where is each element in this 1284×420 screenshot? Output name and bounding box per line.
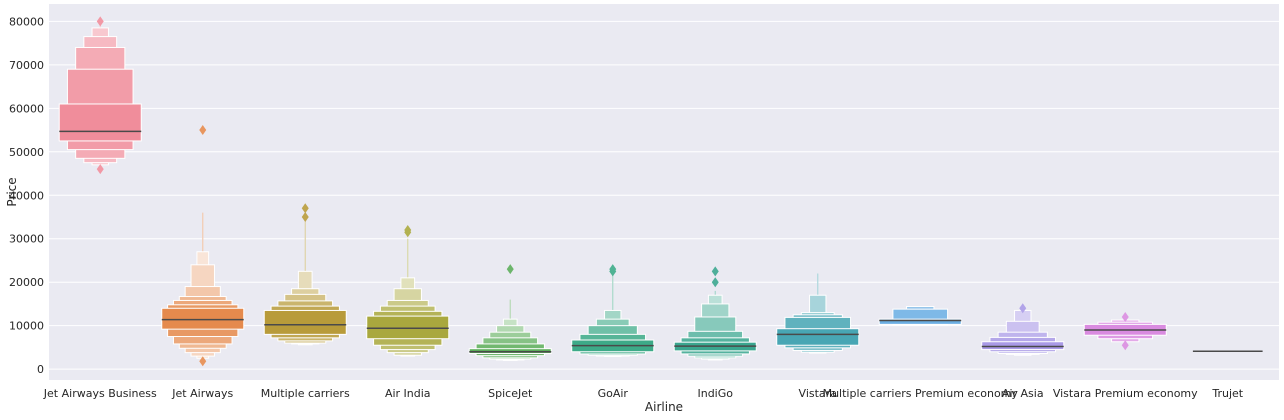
boxen-jet-airways-business	[58, 16, 142, 175]
y-tick-labels: 0 10000 20000 30000 40000 50000 60000 70000 8000…	[9, 15, 44, 376]
outlier-point	[301, 211, 309, 222]
boxen-multiple-carriers	[263, 203, 347, 346]
x-tick-label: Air India	[385, 387, 431, 400]
boxen-jet-airways	[161, 125, 245, 367]
x-tick-labels: Jet Airways Business Jet Airways Multiple …	[43, 387, 1244, 400]
x-tick-label: Multiple carriers Premium economy	[823, 387, 1019, 400]
plot-background	[49, 4, 1279, 380]
boxen-level	[366, 315, 450, 340]
outlier-point	[506, 264, 514, 275]
x-tick-label: Multiple carriers	[261, 387, 350, 400]
outlier-point	[711, 266, 719, 277]
y-tick-label: 20000	[9, 276, 44, 289]
outlier-point	[404, 225, 412, 236]
y-tick-label: 70000	[9, 59, 44, 72]
y-tick-label: 80000	[9, 15, 44, 28]
boxen-vistara-premium-economy	[1083, 311, 1167, 351]
y-tick-label: 30000	[9, 233, 44, 246]
boxen-multiple-carriers-premium-economy	[878, 306, 962, 326]
boxen-air-india	[366, 225, 450, 357]
outlier-point	[1121, 340, 1129, 351]
x-tick-label: Trujet	[1211, 387, 1243, 400]
outlier-point	[199, 356, 207, 367]
y-tick-label: 60000	[9, 102, 44, 115]
boxen-level	[878, 318, 962, 325]
boxen-level	[263, 309, 347, 335]
chart-marks	[58, 16, 1263, 367]
boxen-indigo	[673, 266, 757, 361]
outlier-point	[96, 164, 104, 175]
outlier-point	[1019, 303, 1027, 314]
y-tick-label: 40000	[9, 189, 44, 202]
x-axis-title: Airline	[645, 400, 683, 414]
y-tick-label: 0	[37, 363, 44, 376]
outlier-point	[301, 203, 309, 214]
grid	[49, 20, 1279, 370]
x-tick-label: IndiGo	[697, 387, 733, 400]
y-tick-label: 10000	[9, 320, 44, 333]
x-tick-label: Jet Airways	[171, 387, 233, 400]
boxen-level	[981, 341, 1065, 351]
boxen-vistara	[776, 273, 860, 354]
y-tick-label: 50000	[9, 146, 44, 159]
outlier-point	[1121, 311, 1129, 322]
x-tick-label: Jet Airways Business	[43, 387, 157, 400]
outlier-point	[96, 16, 104, 27]
boxen-level	[58, 103, 142, 142]
outlier-point	[711, 277, 719, 288]
x-tick-label: Vistara Premium economy	[1053, 387, 1198, 400]
outlier-point	[199, 125, 207, 136]
x-tick-label: GoAir	[598, 387, 629, 400]
x-tick-label: SpiceJet	[488, 387, 533, 400]
boxen-goair	[571, 264, 655, 358]
boxen-level	[776, 328, 860, 346]
x-tick-label: Vistara	[799, 387, 837, 400]
boxen-air-asia	[981, 303, 1065, 356]
x-tick-label: Air Asia	[1002, 387, 1044, 400]
y-axis-title: Price	[5, 177, 19, 206]
boxen-level	[161, 307, 245, 330]
outlier-point	[609, 264, 617, 275]
boxen-spicejet	[468, 264, 552, 361]
